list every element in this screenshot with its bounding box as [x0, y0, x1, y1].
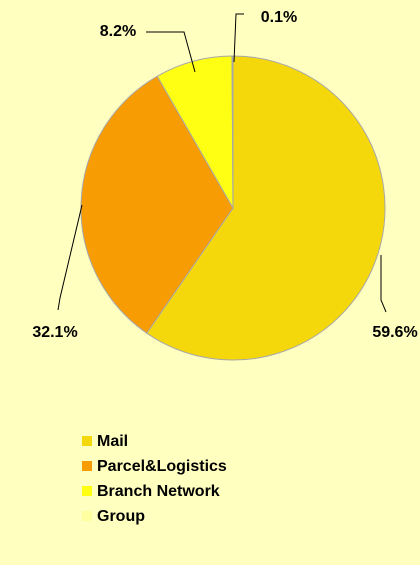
leader-line [380, 255, 387, 313]
legend-swatch [82, 511, 92, 521]
legend-label: Mail [97, 433, 128, 450]
pie-slice [231, 55, 234, 209]
data-label: 0.1% [261, 9, 297, 26]
leader-line [57, 204, 83, 311]
legend-label: Group [97, 508, 145, 525]
legend-swatch [82, 461, 92, 471]
data-label: 32.1% [32, 324, 77, 341]
legend-swatch [82, 486, 92, 496]
legend-label: Parcel&Logistics [97, 458, 227, 475]
leader-line [146, 31, 196, 73]
legend-swatch [82, 436, 92, 446]
leader-line [233, 13, 244, 63]
pie-slice [146, 55, 386, 361]
data-label: 8.2% [100, 23, 136, 40]
legend-label: Branch Network [97, 483, 220, 500]
data-label: 59.6% [372, 324, 417, 341]
pie-slice [80, 75, 234, 334]
